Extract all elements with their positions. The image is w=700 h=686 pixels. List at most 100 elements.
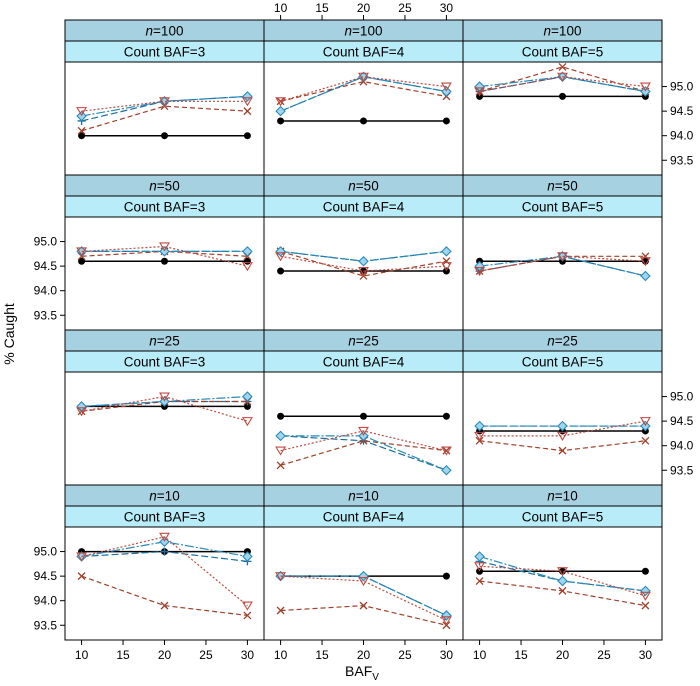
data-point <box>442 446 451 455</box>
series-line <box>479 76 646 93</box>
data-point <box>76 247 88 257</box>
data-point <box>639 82 651 92</box>
series-line <box>280 76 447 102</box>
data-point <box>242 91 253 102</box>
n-symbol: n <box>547 179 555 194</box>
n-value: =100 <box>551 24 581 39</box>
x-tick-label: 30 <box>639 648 653 662</box>
panel-frame <box>64 61 265 176</box>
series-line <box>280 430 447 452</box>
x-tick-label: 10 <box>274 1 288 15</box>
y-tick-label: 95.0 <box>670 390 694 404</box>
data-point <box>161 257 168 265</box>
y-tick-label: 93.5 <box>670 463 694 477</box>
data-point <box>275 446 287 456</box>
data-point <box>243 611 252 620</box>
n-value: =50 <box>157 179 180 194</box>
data-point <box>77 572 86 581</box>
data-point <box>559 92 566 100</box>
data-point <box>277 117 285 125</box>
y-tick-label: 94.5 <box>670 414 694 428</box>
panel: n=50 Count BAF=3 <box>64 174 265 331</box>
panel: n=25 Count BAF=4 <box>263 329 464 486</box>
data-point <box>276 97 285 106</box>
y-tick-label: 95.0 <box>34 545 58 559</box>
x-tick-label: 25 <box>398 1 412 15</box>
panel-frame <box>263 371 464 486</box>
data-point <box>474 87 486 97</box>
data-point <box>475 577 484 586</box>
series-line <box>81 105 248 132</box>
data-point <box>160 547 169 556</box>
data-point <box>358 255 369 267</box>
x-tick-label: 20 <box>158 648 172 662</box>
data-point <box>558 586 567 595</box>
series-line <box>81 95 248 117</box>
baf-strip-label: Count BAF=4 <box>323 45 405 60</box>
data-point <box>242 551 253 562</box>
x-tick-label: 30 <box>241 648 255 662</box>
baf-strip-label: Count BAF=4 <box>323 510 405 525</box>
y-tick-label: 95.0 <box>670 80 694 94</box>
y-tick-label: 94.0 <box>670 439 694 453</box>
n-symbol: n <box>547 334 555 349</box>
data-point <box>275 252 287 262</box>
data-point <box>241 601 253 611</box>
x-tick-label: 15 <box>116 648 130 662</box>
data-point <box>358 72 369 82</box>
data-point <box>78 132 86 140</box>
data-point <box>275 246 286 257</box>
n-strip-label: n=25 <box>547 334 577 349</box>
y-axis-title: % Caught <box>1 303 17 365</box>
data-point <box>474 420 485 432</box>
n-strip-label: n=10 <box>149 489 179 504</box>
x-tick-label: 10 <box>473 648 487 662</box>
data-point <box>241 262 253 272</box>
y-tick-label: 93.5 <box>34 308 58 322</box>
data-point <box>275 572 287 582</box>
data-point <box>557 252 568 262</box>
x-axis-title-subscript: V <box>372 672 379 683</box>
n-symbol: n <box>149 334 157 349</box>
baf-strip-label: Count BAF=5 <box>522 200 603 215</box>
data-point <box>641 567 649 575</box>
panel: n=10 Count BAF=4 <box>263 484 464 641</box>
data-point <box>639 591 651 601</box>
data-point <box>442 412 450 420</box>
data-point <box>78 257 86 265</box>
panel-frame <box>64 216 265 331</box>
n-value: =10 <box>555 489 578 504</box>
y-tick-label: 94.0 <box>670 129 694 143</box>
n-value: =100 <box>153 24 183 39</box>
y-tick-label: 93.5 <box>34 618 58 632</box>
n-strip-label: n=10 <box>547 489 577 504</box>
x-tick-label: 30 <box>440 1 454 15</box>
n-symbol: n <box>544 24 552 39</box>
data-point <box>277 267 285 275</box>
data-point <box>159 392 170 402</box>
x-axis-title: BAFV <box>345 663 379 683</box>
data-point <box>442 257 451 266</box>
baf-strip-label: Count BAF=3 <box>124 355 205 370</box>
data-point <box>275 97 287 107</box>
data-point <box>641 601 650 610</box>
n-value: =25 <box>157 334 180 349</box>
series-line <box>81 536 248 607</box>
series-line <box>280 605 447 626</box>
series-line <box>280 575 447 621</box>
x-tick-label: 25 <box>199 648 213 662</box>
data-point <box>159 242 170 252</box>
data-point <box>276 461 285 470</box>
series-line <box>479 255 646 272</box>
data-point <box>474 431 486 441</box>
data-point <box>276 606 285 615</box>
data-point <box>242 246 253 257</box>
data-point <box>557 431 568 441</box>
n-strip-label: n=10 <box>348 489 378 504</box>
n-value: =50 <box>555 179 578 194</box>
baf-strip-label: Count BAF=3 <box>124 510 205 525</box>
n-value: =50 <box>356 179 379 194</box>
n-symbol: n <box>146 24 154 39</box>
x-tick-label: 15 <box>315 648 329 662</box>
x-axis-title-main: BAF <box>345 663 372 679</box>
